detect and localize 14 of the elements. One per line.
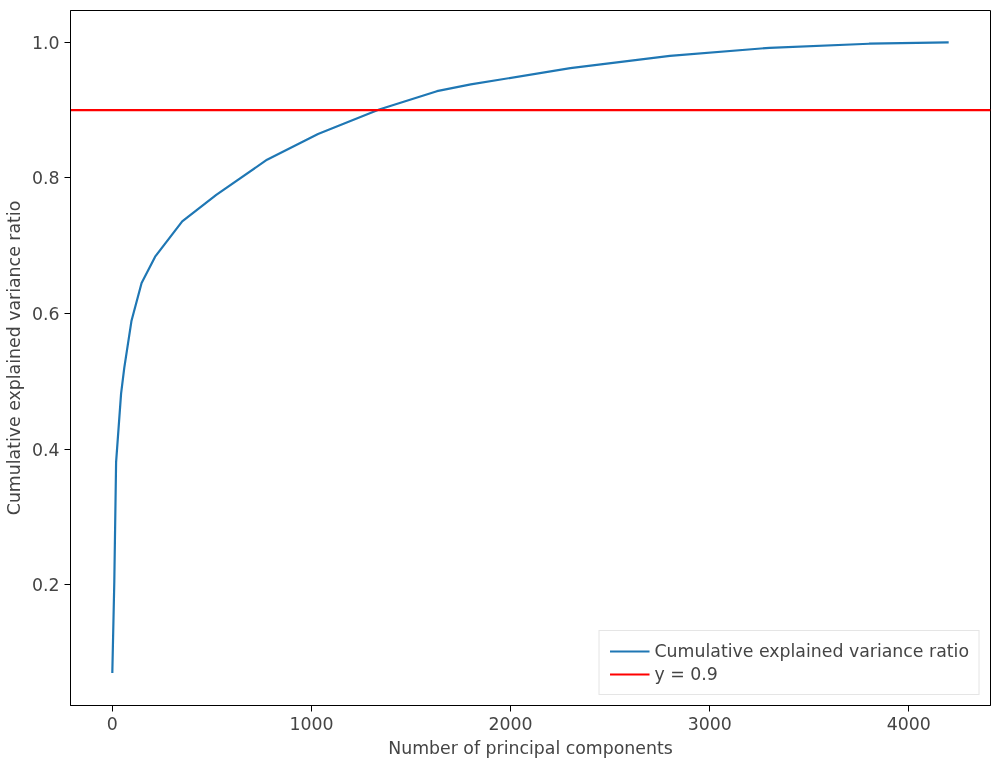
y-tick-label: 1.0 (31, 32, 60, 53)
y-tick-label: 0.2 (31, 575, 60, 596)
x-tick-label: 0 (106, 713, 118, 734)
y-axis-title: Cumulative explained variance ratio (3, 200, 24, 516)
x-tick-label: 4000 (886, 713, 931, 734)
x-axis-title: Number of principal components (388, 737, 673, 758)
y-tick-label: 0.6 (31, 304, 60, 325)
legend-label: y = 0.9 (654, 664, 718, 684)
x-tick-label: 1000 (289, 713, 334, 734)
y-tick-label: 0.4 (31, 439, 60, 460)
x-tick-label: 2000 (488, 713, 533, 734)
y-tick-label: 0.8 (31, 168, 60, 189)
x-tick-label: 3000 (687, 713, 732, 734)
legend-label: Cumulative explained variance ratio (654, 641, 969, 661)
